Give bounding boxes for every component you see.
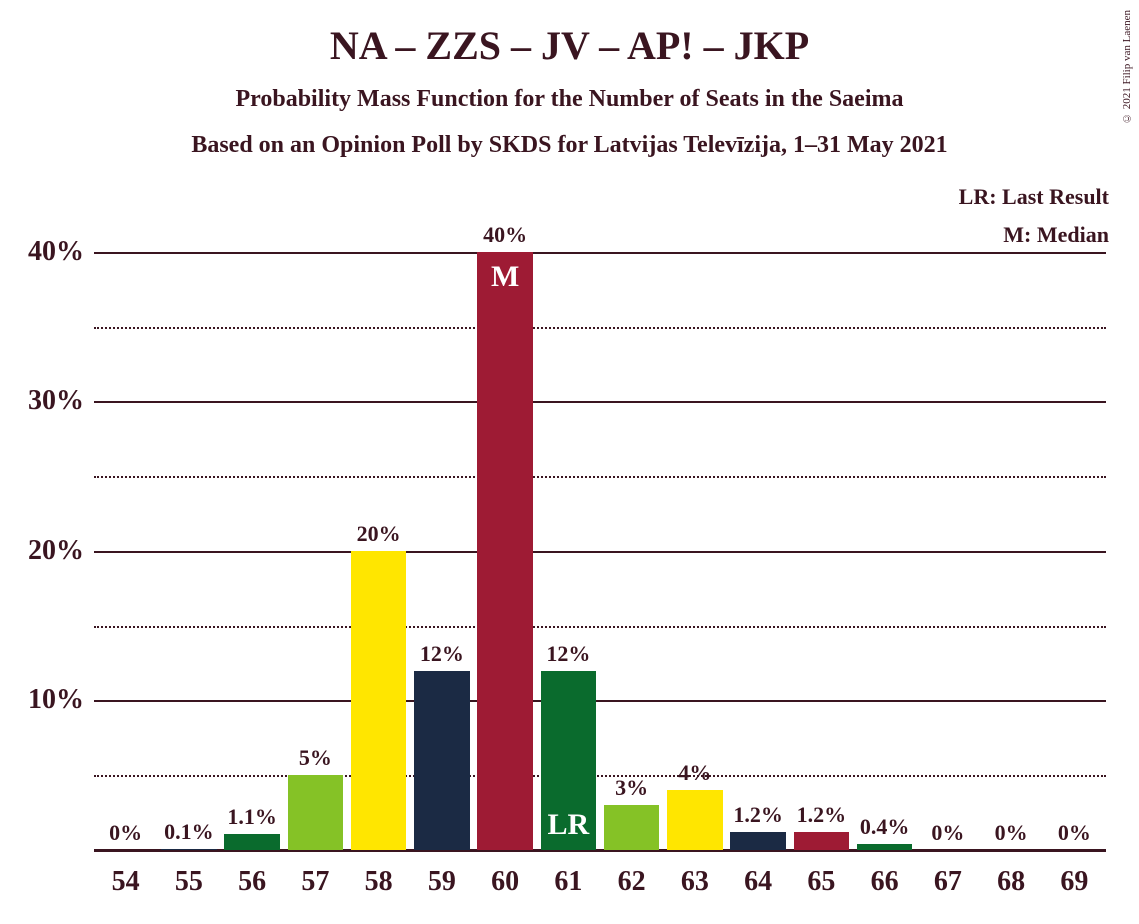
bar: 5% (288, 775, 344, 850)
bar-value-label: 1.2% (797, 802, 847, 828)
x-tick-label: 55 (175, 866, 203, 898)
x-tick-label: 67 (934, 866, 962, 898)
bar-value-label: 5% (299, 745, 332, 771)
bar-value-label: 1.1% (227, 804, 277, 830)
x-tick-label: 68 (997, 866, 1025, 898)
y-tick-label: 20% (28, 535, 84, 567)
x-tick-label: 65 (807, 866, 835, 898)
bar-value-label: 0% (931, 820, 964, 846)
bar: 20% (351, 551, 407, 850)
grid-line-minor (94, 327, 1106, 329)
x-tick-label: 54 (112, 866, 140, 898)
x-tick-label: 66 (871, 866, 899, 898)
bar: 1.1% (224, 834, 280, 850)
x-tick-label: 57 (301, 866, 329, 898)
bar: 0.4% (857, 844, 913, 850)
chart-title: NA – ZZS – JV – AP! – JKP (0, 22, 1139, 69)
bar-value-label: 4% (678, 760, 711, 786)
bar: 12% (414, 671, 470, 850)
bar: 0.1% (161, 849, 217, 850)
x-tick-label: 61 (554, 866, 582, 898)
bar-value-label: 3% (615, 775, 648, 801)
bar-value-label: 0% (109, 820, 142, 846)
bar-value-label: 1.2% (733, 802, 783, 828)
grid-line-major (94, 551, 1106, 553)
x-tick-label: 69 (1060, 866, 1088, 898)
grid-line-major (94, 401, 1106, 403)
bar: 1.2% (730, 832, 786, 850)
x-tick-label: 64 (744, 866, 772, 898)
grid-line-minor (94, 626, 1106, 628)
chart-container: NA – ZZS – JV – AP! – JKP Probability Ma… (0, 0, 1139, 924)
x-tick-label: 60 (491, 866, 519, 898)
y-tick-label: 30% (28, 385, 84, 417)
x-tick-label: 62 (618, 866, 646, 898)
bar: 12%LR (541, 671, 597, 850)
chart-subtitle-1: Probability Mass Function for the Number… (0, 86, 1139, 113)
x-tick-label: 59 (428, 866, 456, 898)
copyright-text: © 2021 Filip van Laenen (1121, 10, 1133, 124)
median-marker: M (491, 260, 519, 294)
plot-area: 10%20%30%40%0%540.1%551.1%565%5720%5812%… (94, 222, 1106, 850)
x-tick-label: 63 (681, 866, 709, 898)
bar-value-label: 20% (357, 521, 401, 547)
grid-line-major (94, 252, 1106, 254)
grid-line-minor (94, 476, 1106, 478)
bar-value-label: 0.1% (164, 819, 214, 845)
bar-value-label: 12% (546, 641, 590, 667)
bar-value-label: 0% (995, 820, 1028, 846)
grid-line-minor (94, 775, 1106, 777)
last-result-marker: LR (548, 808, 590, 842)
bar: 1.2% (794, 832, 850, 850)
bar-value-label: 0.4% (860, 814, 910, 840)
y-tick-label: 40% (28, 236, 84, 268)
bar: 3% (604, 805, 660, 850)
legend-last-result: LR: Last Result (959, 184, 1109, 210)
grid-line-major (94, 700, 1106, 702)
bar: 4% (667, 790, 723, 850)
bar: 40%M (477, 252, 533, 850)
y-tick-label: 10% (28, 684, 84, 716)
x-tick-label: 58 (365, 866, 393, 898)
chart-subtitle-2: Based on an Opinion Poll by SKDS for Lat… (0, 132, 1139, 159)
bar-value-label: 0% (1058, 820, 1091, 846)
x-tick-label: 56 (238, 866, 266, 898)
bar-value-label: 40% (483, 222, 527, 248)
bar-value-label: 12% (420, 641, 464, 667)
